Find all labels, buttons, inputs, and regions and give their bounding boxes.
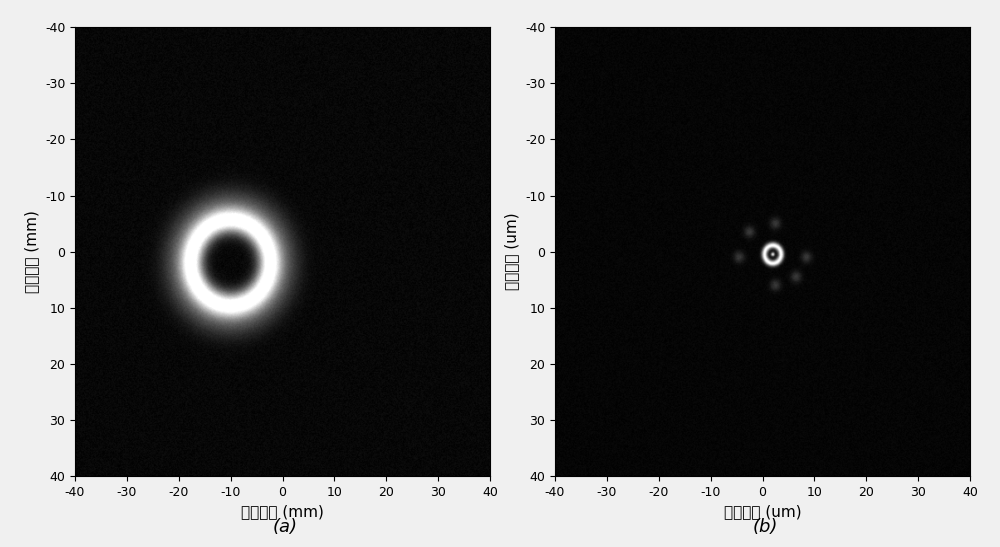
- Y-axis label: 坐标位置 (um): 坐标位置 (um): [504, 213, 519, 290]
- Y-axis label: 位置坐标 (mm): 位置坐标 (mm): [24, 210, 39, 293]
- Text: (a): (a): [272, 518, 298, 536]
- X-axis label: 位置坐标 (mm): 位置坐标 (mm): [241, 504, 324, 519]
- X-axis label: 坐标位置 (um): 坐标位置 (um): [724, 504, 801, 519]
- Text: (b): (b): [752, 518, 778, 536]
